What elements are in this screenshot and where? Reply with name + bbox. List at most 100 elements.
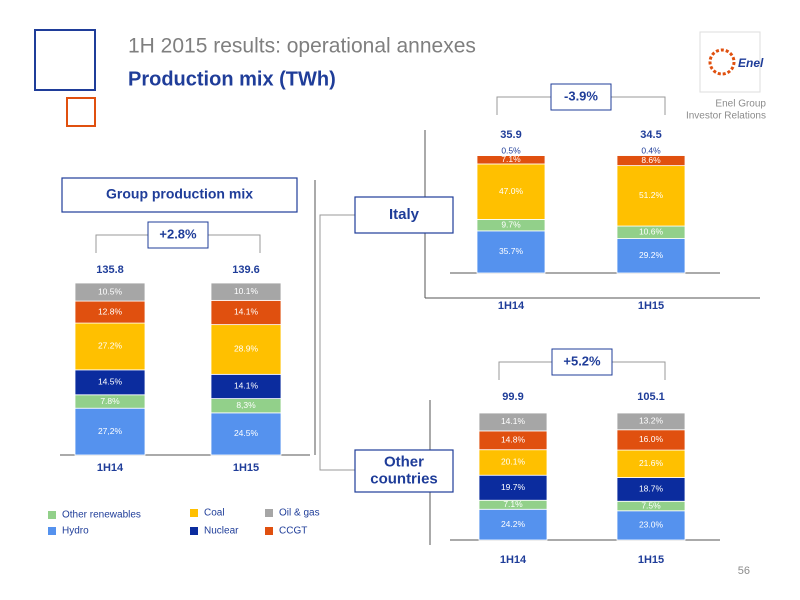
value-label: 7.1% — [501, 154, 521, 164]
bar-segment — [616, 449, 686, 478]
total-label: 105.1 — [637, 391, 665, 403]
bar-segment — [476, 154, 546, 156]
value-label: 21.6% — [639, 458, 664, 468]
chart-title: Other countries — [370, 453, 438, 487]
bar-segment — [616, 412, 686, 431]
chart-title: Group production mix — [106, 186, 253, 202]
bar-segment — [476, 230, 546, 274]
value-label: 47.0% — [499, 186, 524, 196]
legend-swatch — [190, 527, 198, 535]
annotation: -3.9% — [564, 88, 598, 103]
x-tick-label: 1H14 — [500, 554, 527, 566]
value-label: 10.5% — [98, 286, 123, 296]
total-label: 35.9 — [500, 129, 521, 141]
legend-label: CCGT — [279, 526, 307, 537]
x-tick-label: 1H15 — [233, 462, 259, 474]
value-label: 23.0% — [639, 520, 664, 530]
value-label: 8,3% — [236, 400, 256, 410]
connector — [319, 214, 355, 471]
value-label: 7.8% — [100, 396, 120, 406]
bar-segment — [74, 282, 146, 302]
slide-title: 1H 2015 results: operational annexes — [128, 35, 476, 58]
value-label: 24.2% — [501, 519, 526, 529]
value-label: 18.7% — [639, 484, 664, 494]
value-label: 24.5% — [234, 428, 259, 438]
bar-segment — [210, 373, 282, 399]
annotation-box — [550, 83, 612, 111]
title-box — [61, 177, 298, 213]
chart-title: Italy — [389, 206, 420, 223]
legend-swatch — [265, 527, 273, 535]
x-tick-label: 1H15 — [638, 300, 664, 312]
annotation-box — [147, 221, 209, 249]
bar-segment — [74, 407, 146, 456]
total-label: 34.5 — [640, 129, 661, 141]
value-label: 14.8% — [501, 435, 526, 445]
value-label: 28.9% — [234, 344, 259, 354]
x-tick-label: 1H15 — [638, 554, 664, 566]
title-box — [354, 449, 454, 493]
value-label: 0.4% — [641, 145, 661, 155]
company: Enel Group — [715, 99, 766, 110]
legend-label: Nuclear — [204, 526, 239, 537]
bar-segment — [74, 369, 146, 396]
page-number: 56 — [738, 565, 750, 577]
value-label: 14.1% — [234, 307, 259, 317]
logo: Enel — [699, 31, 764, 93]
total-label: 139.6 — [232, 264, 260, 276]
slide-subtitle: Production mix (TWh) — [128, 68, 336, 90]
legend-swatch — [48, 511, 56, 519]
bar-segment — [476, 163, 546, 220]
bar-segment — [210, 282, 282, 301]
value-label: 7.1% — [503, 499, 523, 509]
title-box — [354, 196, 454, 234]
value-label: 8.6% — [641, 155, 661, 165]
value-label: 14.1% — [501, 416, 526, 426]
value-label: 9.7% — [501, 219, 521, 229]
legend-label: Other renewables — [62, 510, 141, 521]
value-label: 10.1% — [234, 286, 259, 296]
legend-label: Coal — [204, 508, 225, 519]
bar-segment — [616, 238, 686, 274]
value-label: 20.1% — [501, 457, 526, 467]
value-label: 0.5% — [501, 145, 521, 155]
x-tick-label: 1H14 — [498, 300, 525, 312]
bar-segment — [478, 508, 548, 541]
annotation: +2.8% — [159, 226, 197, 241]
decor-square — [34, 29, 96, 91]
value-label: 16.0% — [639, 434, 664, 444]
bar-segment — [74, 322, 146, 371]
decor-square — [66, 97, 96, 127]
logo-text: Enel — [738, 56, 764, 70]
bar-segment — [616, 510, 686, 541]
value-label: 14.5% — [98, 377, 123, 387]
bar-segment — [478, 412, 548, 432]
department: Investor Relations — [686, 111, 766, 122]
value-label: 10.6% — [639, 227, 664, 237]
x-tick-label: 1H14 — [97, 462, 124, 474]
value-label: 12.8% — [98, 306, 123, 316]
legend-swatch — [190, 509, 198, 517]
legend-label: Hydro — [62, 526, 89, 537]
value-label: 27.2% — [98, 341, 123, 351]
total-label: 99.9 — [502, 391, 523, 403]
bar-segment — [210, 299, 282, 326]
legend-swatch — [48, 527, 56, 535]
total-label: 135.8 — [96, 264, 124, 276]
bar-segment — [616, 165, 686, 227]
value-label: 35.7% — [499, 246, 524, 256]
legend-swatch — [265, 509, 273, 517]
annotation: +5.2% — [563, 353, 601, 368]
bar-segment — [210, 324, 282, 375]
legend-label: Oil & gas — [279, 508, 320, 519]
value-label: 29.2% — [639, 250, 664, 260]
value-label: 7.5% — [641, 500, 661, 510]
value-label: 13.2% — [639, 416, 664, 426]
logo-mark — [708, 48, 736, 76]
bar-segment — [478, 449, 548, 476]
annotation-box — [551, 348, 613, 376]
value-label: 19.7% — [501, 482, 526, 492]
value-label: 27,2% — [98, 426, 123, 436]
value-label: 51.2% — [639, 190, 664, 200]
